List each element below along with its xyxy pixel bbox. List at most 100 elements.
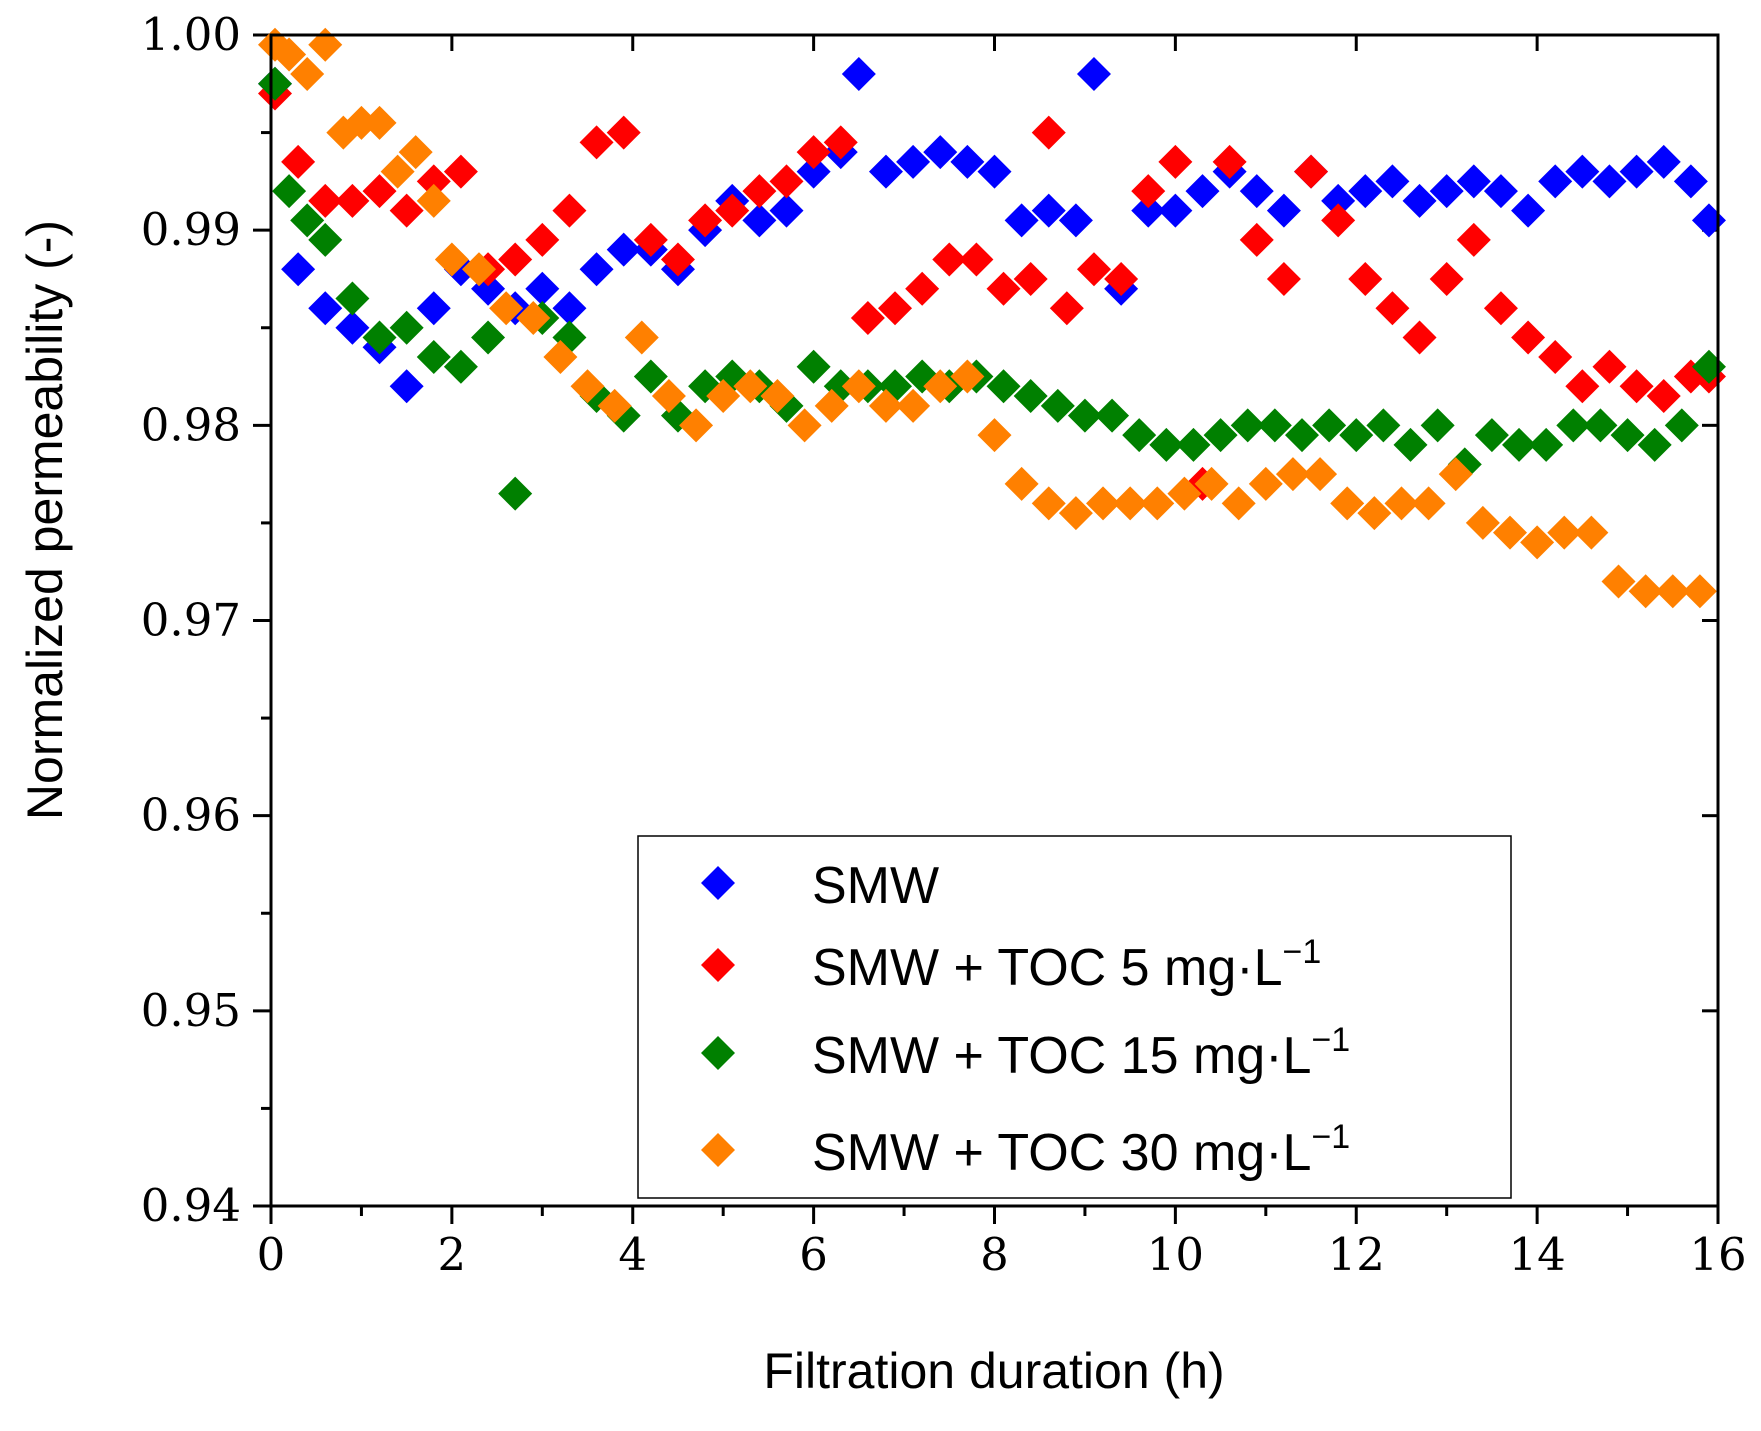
data-point bbox=[462, 252, 497, 287]
data-point bbox=[1348, 174, 1383, 209]
data-point bbox=[977, 154, 1012, 189]
data-point bbox=[1266, 193, 1301, 228]
data-point bbox=[1429, 174, 1464, 209]
y-tick-label: 0.94 bbox=[141, 1179, 241, 1232]
y-axis-label: Normalized permeability (-) bbox=[17, 220, 73, 820]
data-point bbox=[1203, 418, 1238, 453]
legend-label: SMW bbox=[812, 857, 939, 915]
data-point bbox=[1646, 379, 1681, 414]
data-point bbox=[633, 359, 668, 394]
data-point bbox=[1393, 427, 1428, 462]
data-point bbox=[290, 57, 325, 92]
data-point bbox=[1104, 261, 1139, 296]
data-point bbox=[525, 271, 560, 306]
data-point bbox=[1583, 408, 1618, 443]
data-point bbox=[923, 135, 958, 170]
data-point bbox=[443, 154, 478, 189]
data-point bbox=[959, 242, 994, 277]
x-axis-label: Filtration duration (h) bbox=[763, 1343, 1224, 1399]
data-point bbox=[1502, 427, 1537, 462]
data-point bbox=[1538, 340, 1573, 375]
data-point bbox=[1664, 408, 1699, 443]
data-point bbox=[1095, 398, 1130, 433]
data-point bbox=[443, 349, 478, 384]
legend-label: SMW + TOC 30 mg·L−1 bbox=[812, 1118, 1350, 1182]
data-point bbox=[742, 174, 777, 209]
data-point bbox=[1113, 486, 1148, 521]
data-point bbox=[308, 27, 343, 62]
data-point bbox=[272, 174, 307, 209]
data-point bbox=[1049, 291, 1084, 326]
series-3 bbox=[258, 27, 1717, 609]
y-tick-label: 0.96 bbox=[141, 789, 241, 842]
data-point bbox=[715, 193, 750, 228]
data-point bbox=[1058, 203, 1093, 238]
legend: SMW SMW + TOC 5 mg·L−1 SMW + TOC 15 mg·L−1… bbox=[637, 835, 1512, 1199]
legend-unit-superscript: −1 bbox=[1311, 1118, 1350, 1156]
data-point bbox=[1366, 408, 1401, 443]
data-point bbox=[1511, 320, 1546, 355]
data-point bbox=[1284, 418, 1319, 453]
y-tick-label: 0.95 bbox=[141, 984, 241, 1037]
data-point bbox=[787, 408, 822, 443]
data-point bbox=[498, 476, 533, 511]
data-point bbox=[597, 388, 632, 423]
data-point bbox=[1592, 349, 1627, 384]
data-point bbox=[1176, 427, 1211, 462]
data-point bbox=[1420, 408, 1455, 443]
data-point bbox=[868, 388, 903, 423]
x-tick-label: 4 bbox=[618, 1228, 647, 1281]
data-point bbox=[1303, 457, 1338, 492]
data-point bbox=[1076, 57, 1111, 92]
data-point bbox=[923, 369, 958, 404]
data-point bbox=[1646, 144, 1681, 179]
data-point bbox=[1492, 515, 1527, 550]
x-tick-label: 14 bbox=[1508, 1228, 1565, 1281]
data-point bbox=[1067, 398, 1102, 433]
data-point bbox=[651, 379, 686, 414]
data-point bbox=[1691, 203, 1726, 238]
data-point bbox=[679, 408, 714, 443]
data-point bbox=[335, 310, 370, 345]
data-point bbox=[1402, 183, 1437, 218]
data-point bbox=[1592, 164, 1627, 199]
data-point bbox=[1357, 496, 1392, 531]
data-point bbox=[362, 105, 397, 140]
data-point bbox=[1221, 486, 1256, 521]
data-points bbox=[258, 27, 1726, 609]
legend-marker bbox=[701, 948, 735, 982]
data-point bbox=[1619, 154, 1654, 189]
data-point bbox=[1565, 369, 1600, 404]
data-point bbox=[281, 144, 316, 179]
data-point bbox=[1212, 144, 1247, 179]
y-tick-label: 0.98 bbox=[141, 398, 241, 451]
data-point bbox=[1429, 261, 1464, 296]
data-point bbox=[1013, 261, 1048, 296]
data-point bbox=[1511, 193, 1546, 228]
legend-box bbox=[637, 835, 1512, 1199]
data-point bbox=[1086, 486, 1121, 521]
data-point bbox=[1520, 525, 1555, 560]
data-point bbox=[416, 291, 451, 326]
data-point bbox=[841, 57, 876, 92]
data-point bbox=[633, 222, 668, 257]
data-point bbox=[977, 418, 1012, 453]
data-point bbox=[950, 144, 985, 179]
data-point bbox=[552, 291, 587, 326]
data-point bbox=[308, 183, 343, 218]
data-point bbox=[335, 281, 370, 316]
data-point bbox=[1185, 174, 1220, 209]
data-point bbox=[1601, 564, 1636, 599]
y-tick-label: 0.97 bbox=[141, 594, 241, 647]
data-point bbox=[706, 379, 741, 414]
data-point bbox=[1031, 193, 1066, 228]
data-point bbox=[389, 310, 424, 345]
plot-area-frame bbox=[269, 33, 1720, 1208]
data-point bbox=[1483, 291, 1518, 326]
data-point bbox=[1456, 222, 1491, 257]
x-tick-label: 0 bbox=[257, 1228, 286, 1281]
data-point bbox=[896, 144, 931, 179]
data-point bbox=[796, 349, 831, 384]
data-point bbox=[389, 369, 424, 404]
